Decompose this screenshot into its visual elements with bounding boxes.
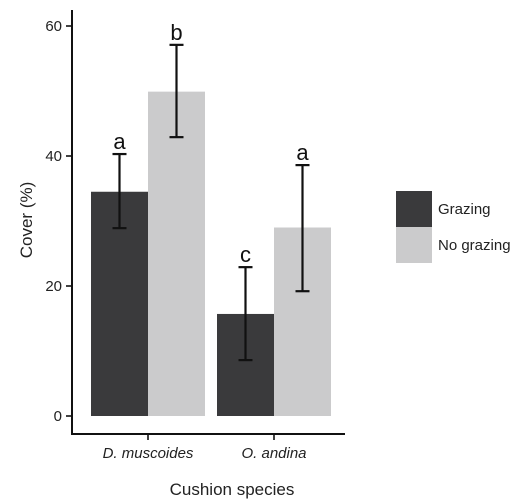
legend: Grazing No grazing <box>396 191 511 263</box>
significance-letter: b <box>170 20 182 45</box>
legend-swatch <box>396 191 432 227</box>
y-axis-title: Cover (%) <box>17 182 36 259</box>
legend-label: No grazing <box>438 237 511 254</box>
x-tick-label: D. muscoides <box>103 445 194 462</box>
significance-letter: c <box>240 242 251 267</box>
legend-item-grazing: Grazing <box>396 191 491 227</box>
y-tick-label: 60 <box>45 18 62 35</box>
error-bar-grazing-2 <box>238 266 253 362</box>
legend-swatch <box>396 227 432 263</box>
error-bar-no-grazing-1 <box>169 43 184 139</box>
legend-label: Grazing <box>438 201 491 218</box>
significance-letter: a <box>113 129 126 154</box>
y-tick-label: 20 <box>45 278 62 295</box>
x-axis: D. muscoides O. andina <box>71 433 345 462</box>
y-tick-label: 0 <box>54 408 62 425</box>
x-axis-title: Cushion species <box>170 480 295 499</box>
y-tick-label: 40 <box>45 148 62 165</box>
error-bar-grazing-1 <box>112 152 127 230</box>
legend-item-no-grazing: No grazing <box>396 227 511 263</box>
x-tick-label: O. andina <box>241 445 306 462</box>
significance-letter: a <box>296 140 309 165</box>
plot-area: a c b a <box>91 20 331 417</box>
y-axis: 0 20 40 60 <box>45 10 73 434</box>
bar-no-grazing-1 <box>148 91 205 417</box>
error-bar-no-grazing-2 <box>295 164 310 293</box>
